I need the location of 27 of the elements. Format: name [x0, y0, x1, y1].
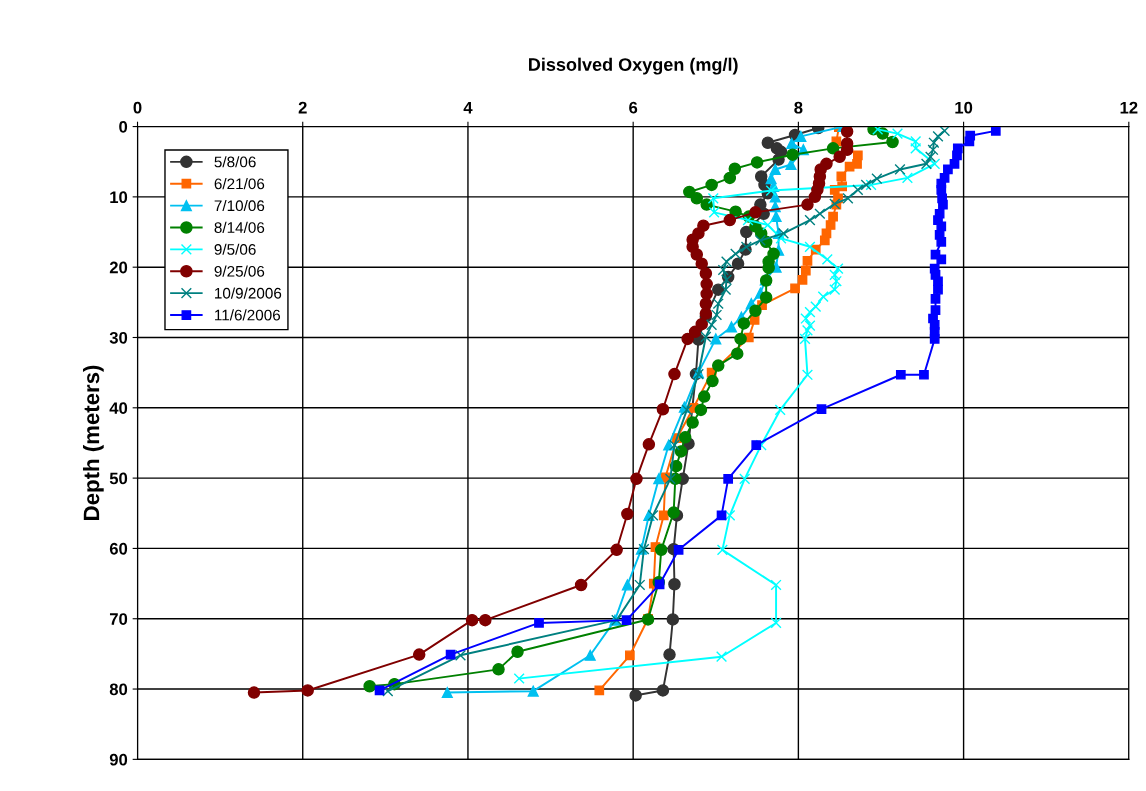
x-tick-label: 2 [298, 101, 307, 114]
y-tick-label: 40 [109, 402, 128, 415]
y-tick-label: 90 [109, 753, 128, 766]
y-tick-label: 30 [109, 331, 128, 344]
x-tick-label: 8 [794, 101, 803, 114]
legend-label: 11/6/2006 [215, 309, 281, 321]
legend-label: 10/9/2006 [215, 287, 282, 299]
y-tick-label: 60 [109, 542, 128, 555]
legend-label: 8/14/06 [214, 221, 265, 233]
y-tick-label: 20 [109, 261, 128, 274]
x-tick-label: 6 [629, 101, 638, 114]
y-axis-title: Depth (meters) [82, 365, 104, 520]
y-tick-label: 10 [110, 191, 128, 204]
x-tick-label: 10 [955, 101, 973, 114]
x-tick-label: 4 [463, 101, 473, 114]
legend-label: 9/25/06 [214, 265, 265, 277]
y-tick-label: 80 [109, 683, 128, 696]
legend-label: 5/8/06 [214, 156, 256, 168]
x-axis-title: Dissolved Oxygen (mg/l) [529, 57, 738, 75]
legend-label: 9/5/06 [214, 243, 256, 255]
legend-label: 6/21/06 [214, 178, 265, 190]
legend-label: 7/10/06 [214, 199, 265, 212]
y-tick-label: 70 [109, 613, 128, 625]
x-tick-label: 12 [1120, 101, 1138, 114]
y-tick-label: 0 [119, 120, 128, 133]
x-tick-label: 0 [133, 101, 142, 114]
y-tick-label: 50 [109, 472, 128, 485]
